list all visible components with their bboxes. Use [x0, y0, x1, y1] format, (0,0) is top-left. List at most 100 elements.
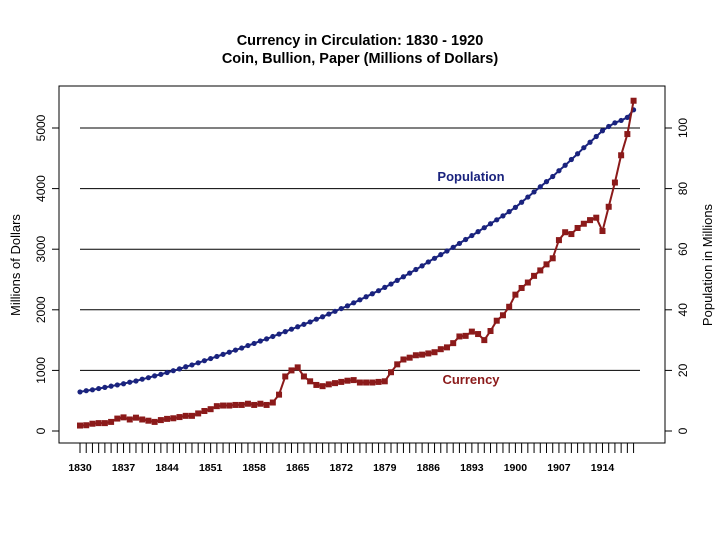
- data-point-currency: [108, 418, 115, 425]
- y-tick-label: 3000: [34, 236, 48, 263]
- data-point-population: [556, 168, 562, 174]
- data-point-population: [519, 199, 525, 205]
- data-point-population: [531, 189, 537, 195]
- data-point-population: [108, 383, 114, 389]
- data-point-population: [232, 347, 239, 353]
- data-point-population: [394, 277, 400, 284]
- x-tick-label: 1914: [591, 462, 615, 474]
- data-point-population: [307, 319, 313, 325]
- data-point-population: [456, 240, 463, 247]
- data-point-currency: [587, 217, 594, 224]
- data-point-currency: [95, 420, 102, 427]
- data-point-population: [463, 236, 469, 243]
- data-point-currency: [151, 418, 158, 425]
- data-point-currency: [89, 420, 96, 427]
- data-point-currency: [83, 422, 90, 429]
- data-point-currency: [300, 373, 307, 380]
- data-point-population: [288, 326, 295, 332]
- data-point-population: [562, 162, 568, 168]
- data-point-population: [407, 270, 413, 276]
- data-point-population: [77, 389, 83, 395]
- data-point-population: [313, 316, 319, 322]
- x-axis: 1830 1837 1844 1851 1858 1865 1872 1879 1886 1893…: [68, 442, 635, 474]
- data-point-currency: [412, 352, 419, 359]
- y-tick-label: 4000: [34, 175, 48, 202]
- data-point-population: [537, 184, 543, 190]
- data-point-currency: [77, 422, 83, 429]
- data-point-currency: [531, 272, 538, 279]
- data-point-currency: [574, 224, 581, 231]
- data-point-currency: [294, 364, 301, 371]
- x-tick-label: 1879: [373, 462, 397, 474]
- y-tick-label: 1000: [34, 357, 48, 384]
- data-point-population: [382, 284, 388, 290]
- data-point-population: [624, 114, 630, 120]
- data-point-population: [102, 384, 108, 390]
- data-point-currency: [568, 231, 575, 238]
- x-tick-label: 1893: [460, 462, 484, 474]
- data-point-population: [270, 333, 276, 340]
- y-axis-title: Millions of Dollars: [8, 214, 23, 316]
- data-point-population: [388, 281, 394, 287]
- data-point-currency: [269, 399, 276, 406]
- y2-tick-label: 100: [676, 118, 690, 138]
- chart-title: Currency in Circulation: 1830 - 1920: [237, 33, 484, 49]
- data-point-currency: [512, 291, 519, 298]
- data-point-population: [152, 373, 158, 379]
- data-point-population: [319, 314, 326, 320]
- data-point-population: [599, 128, 606, 134]
- data-point-population: [450, 244, 456, 250]
- x-tick-label: 1865: [286, 462, 310, 474]
- data-point-currency: [207, 406, 214, 413]
- data-point-currency: [263, 401, 270, 408]
- data-point-currency: [369, 379, 376, 386]
- data-point-population: [201, 358, 207, 364]
- data-point-currency: [132, 414, 139, 421]
- data-point-currency: [493, 317, 500, 324]
- data-point-population: [475, 229, 481, 235]
- data-point-population: [444, 248, 450, 254]
- data-point-population: [606, 123, 612, 130]
- data-point-population: [282, 329, 288, 335]
- data-point-population: [363, 294, 369, 300]
- data-point-population: [500, 213, 506, 219]
- data-point-currency: [232, 401, 239, 408]
- data-point-currency: [611, 179, 618, 186]
- data-point-currency: [499, 312, 506, 319]
- y-axis-left: 0 1000 2000 3000 4000 5000: [34, 114, 59, 434]
- y2-tick-label: 80: [676, 182, 690, 196]
- y-tick-label: 2000: [34, 296, 48, 323]
- data-point-currency: [375, 378, 382, 385]
- data-point-currency: [350, 377, 357, 384]
- data-point-currency: [630, 97, 637, 104]
- data-point-population: [89, 387, 96, 393]
- data-point-currency: [157, 417, 164, 424]
- data-point-currency: [549, 255, 556, 262]
- data-point-currency: [332, 380, 339, 387]
- data-point-currency: [605, 203, 612, 210]
- chart-subtitle: Coin, Bullion, Paper (Millions of Dollar…: [222, 51, 498, 67]
- data-point-population: [419, 263, 425, 269]
- data-point-currency: [338, 378, 345, 385]
- data-point-population: [251, 340, 257, 347]
- y-tick-label: 5000: [34, 114, 48, 141]
- data-point-currency: [394, 361, 401, 368]
- data-point-currency: [618, 152, 625, 159]
- data-point-currency: [425, 350, 432, 357]
- data-point-population: [494, 217, 500, 223]
- data-point-population: [550, 173, 556, 180]
- data-point-currency: [388, 369, 394, 376]
- y-tick-label: 0: [34, 427, 48, 434]
- y2-tick-label: 0: [676, 427, 690, 434]
- data-point-population: [587, 139, 593, 145]
- data-point-population: [195, 360, 201, 366]
- data-point-currency: [624, 131, 631, 138]
- data-point-currency: [437, 346, 444, 353]
- data-point-population: [208, 355, 214, 362]
- data-point-currency: [475, 331, 482, 338]
- data-point-population: [133, 378, 139, 384]
- data-point-population: [351, 300, 357, 306]
- data-point-currency: [400, 356, 407, 363]
- data-point-currency: [182, 412, 189, 419]
